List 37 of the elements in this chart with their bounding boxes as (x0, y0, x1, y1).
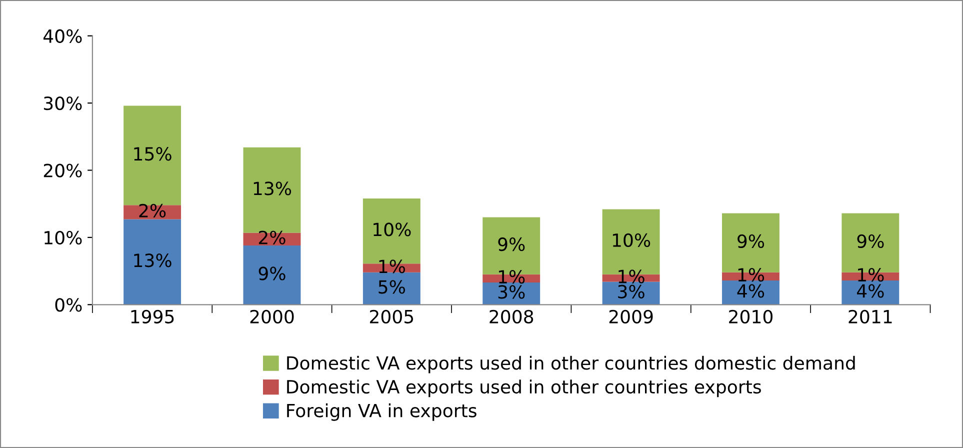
y-tick-label: 30% (44, 96, 82, 110)
data-label: 13% (134, 254, 172, 268)
data-label: 10% (612, 233, 650, 248)
data-label: 1% (379, 260, 405, 274)
x-tick-label: 2010 (729, 310, 773, 324)
bar (124, 205, 182, 220)
bar (124, 106, 182, 206)
data-label: 9% (498, 237, 525, 252)
data-label: 9% (857, 234, 884, 248)
x-tick-label: 2000 (250, 310, 294, 324)
data-label: 9% (738, 234, 764, 248)
bar (243, 246, 301, 305)
x-tick-label: 1995 (131, 310, 174, 324)
y-tick-label: 0% (55, 298, 82, 312)
x-tick-label: 2008 (490, 310, 534, 324)
data-label: 5% (378, 280, 405, 294)
y-tick-label: 20% (44, 164, 82, 178)
data-label: 3% (498, 285, 525, 299)
legend-label: Domestic VA exports used in other countries exports (287, 380, 761, 398)
data-label: 9% (258, 266, 286, 280)
data-label: 4% (856, 284, 884, 298)
data-label: 2% (258, 230, 286, 244)
data-label: 10% (374, 222, 411, 236)
x-tick-label: 2011 (848, 310, 892, 324)
bar (362, 272, 420, 305)
data-label: 2% (139, 204, 166, 218)
y-tick-label: 10% (44, 230, 82, 245)
data-label: 3% (618, 284, 644, 298)
x-tick-label: 2005 (370, 310, 414, 324)
x-tick-label: 2009 (609, 310, 653, 324)
legend-label: Domestic VA exports used in other countries domestic demand (287, 356, 855, 374)
legend-label: Foreign VA in exports (287, 403, 476, 421)
data-label: 15% (134, 147, 172, 161)
data-label: 4% (737, 284, 764, 298)
y-tick-label: 40% (43, 29, 82, 43)
bar (124, 219, 182, 305)
data-label: 13% (254, 182, 292, 196)
